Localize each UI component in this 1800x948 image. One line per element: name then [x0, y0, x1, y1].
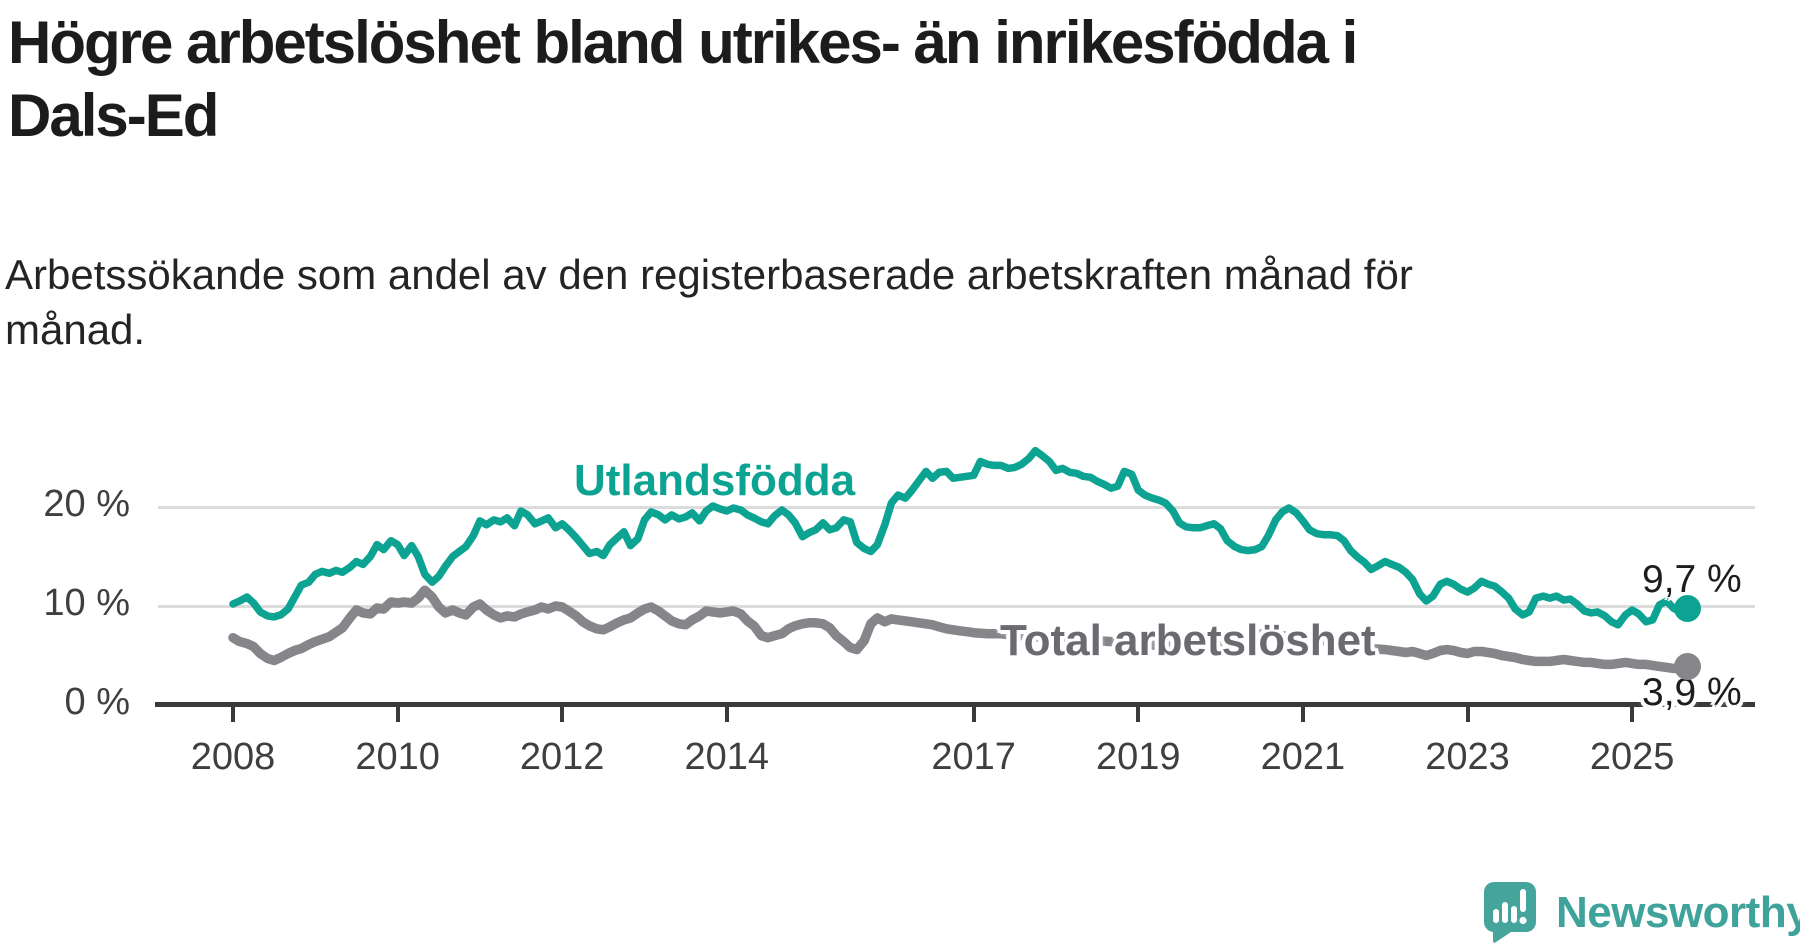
x-tick-mark — [231, 705, 235, 722]
page-subtitle: Arbetssökande som andel av den registerb… — [5, 251, 1413, 353]
x-tick-mark — [1630, 705, 1635, 722]
x-tick-label: 2025 — [1589, 736, 1675, 778]
page-title: Högre arbetslöshet bland utrikes- än inr… — [8, 9, 1358, 150]
x-tick-label: 2012 — [519, 736, 605, 778]
x-tick-label: 2023 — [1425, 736, 1510, 778]
series-line-utlandsf-dda — [229, 446, 1691, 629]
x-tick-label: 2017 — [931, 736, 1016, 778]
end-dot-utlandsfodda — [1673, 595, 1701, 623]
x-tick-mark — [1136, 705, 1141, 722]
newsworthy-logo-text: Newsworthy — [1556, 888, 1800, 937]
gridline-20 — [158, 505, 1755, 509]
series-label-utlandsfodda: Utlandsfödda — [574, 456, 856, 505]
x-tick-mark — [971, 705, 976, 722]
series-label-total-arbetsloshet: Total arbetslöshet — [1000, 616, 1376, 665]
y-tick-label: 0 % — [64, 681, 130, 723]
x-tick-mark — [560, 705, 565, 722]
x-tick-label: 2010 — [355, 736, 440, 778]
newsworthy-logo: Newsworthy — [1484, 882, 1800, 944]
x-tick-mark — [724, 705, 729, 722]
x-tick-label: 2021 — [1260, 736, 1346, 778]
x-tick-label: 2014 — [684, 736, 770, 778]
y-tick-label: 20 % — [43, 483, 130, 525]
x-tick-mark — [1300, 705, 1305, 722]
x-tick-mark — [1465, 705, 1470, 722]
x-tick-mark — [395, 705, 400, 722]
end-dot-total — [1673, 652, 1701, 680]
series-line-total-arbetsl-shet — [228, 585, 1692, 674]
y-tick-label: 10 % — [43, 582, 130, 624]
x-tick-label: 2008 — [190, 736, 276, 778]
x-tick-label: 2019 — [1096, 736, 1181, 778]
newsworthy-bubble-chart-icon — [1484, 882, 1536, 943]
x-axis-line — [155, 702, 1755, 707]
gridline-10 — [158, 604, 1755, 608]
